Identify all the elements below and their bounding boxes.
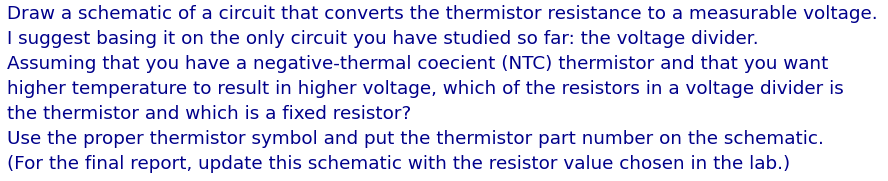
Text: Assuming that you have a negative-thermal coecient (NTC) thermistor and that you: Assuming that you have a negative-therma… <box>7 55 829 73</box>
Text: Use the proper thermistor symbol and put the thermistor part number on the schem: Use the proper thermistor symbol and put… <box>7 130 824 148</box>
Text: Draw a schematic of a circuit that converts the thermistor resistance to a measu: Draw a schematic of a circuit that conve… <box>7 5 877 23</box>
Text: I suggest basing it on the only circuit you have studied so far: the voltage div: I suggest basing it on the only circuit … <box>7 30 758 48</box>
Text: the thermistor and which is a fixed resistor?: the thermistor and which is a fixed resi… <box>7 105 411 123</box>
Text: (For the final report, update this schematic with the resistor value chosen in t: (For the final report, update this schem… <box>7 155 790 173</box>
Text: higher temperature to result in higher voltage, which of the resistors in a volt: higher temperature to result in higher v… <box>7 80 844 98</box>
